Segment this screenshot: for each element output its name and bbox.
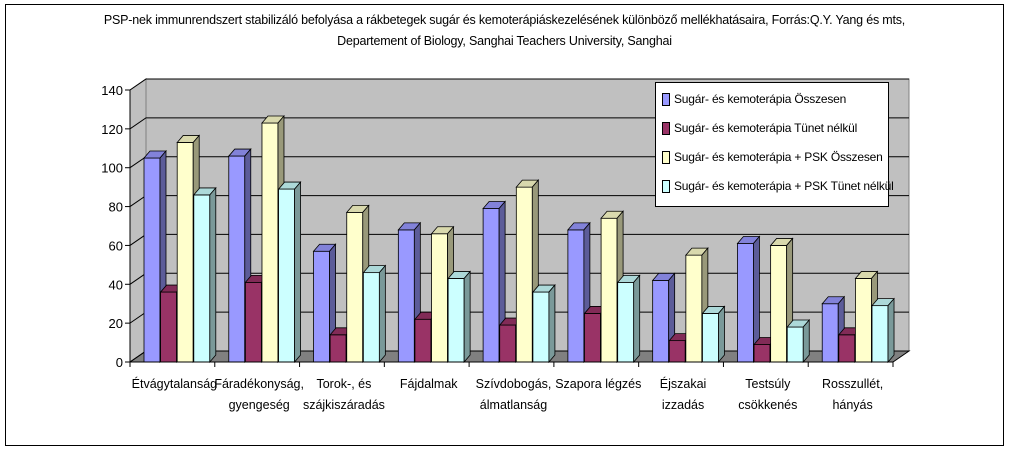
chart-title-line-2: Departement of Biology, Sanghai Teachers… [337, 34, 672, 48]
x-tick-label: szájkiszáradás [303, 398, 385, 412]
bar [652, 279, 670, 363]
legend-item: Sugár- és kemoterápia + PSK Összesen [662, 147, 883, 167]
bar [584, 313, 601, 363]
gridline [129, 117, 909, 130]
bar [871, 305, 889, 363]
y-tick-label: 100 [101, 161, 123, 176]
legend-swatch [662, 121, 670, 135]
bar [515, 186, 533, 363]
bar [346, 211, 364, 363]
bar [143, 157, 161, 363]
bar [414, 318, 432, 363]
bar [160, 291, 178, 363]
bar [786, 326, 804, 363]
legend-item: Sugár- és kemoterápia Tünet nélkül [662, 118, 857, 138]
legend-label: Sugár- és kemoterápia Tünet nélkül [674, 121, 858, 135]
bar [821, 303, 839, 363]
bar-side [548, 283, 556, 364]
legend-swatch [662, 150, 670, 164]
bar [244, 281, 262, 363]
x-tick-label: Fájdalmak [400, 377, 458, 391]
bar-side [463, 270, 471, 364]
legend-item: Sugár- és kemoterápia Összesen [662, 89, 846, 109]
x-tick-label: Éjszakai [660, 376, 707, 391]
x-tick-label: Rosszullét, [822, 377, 883, 391]
bar [193, 194, 211, 363]
bar-side [209, 186, 217, 364]
chart-legend: Sugár- és kemoterápia Összesen Sugár- és … [655, 82, 894, 207]
legend-item: Sugár- és kemoterápia + PSK Tünet nélkül [662, 176, 894, 196]
bar [770, 245, 788, 363]
y-tick-label: 60 [109, 238, 123, 253]
bar [362, 272, 380, 363]
bar [600, 217, 618, 363]
y-tick-label: 80 [109, 200, 123, 215]
bar-side [802, 318, 810, 364]
x-tick-label: hányás [832, 398, 872, 412]
y-tick-label: 20 [109, 316, 123, 331]
bar [737, 243, 754, 363]
bar-side [633, 274, 641, 364]
bar [431, 233, 448, 363]
y-tick-label: 140 [101, 83, 123, 98]
x-tick-label: álmatlanság [480, 398, 547, 412]
x-tick-label: Szapora légzés [555, 377, 641, 391]
legend-label: Sugár- és kemoterápia + PSK Összesen [674, 150, 883, 164]
bar [855, 278, 872, 363]
bar [397, 229, 415, 363]
x-tick-label: Étvágytalanság [132, 376, 218, 391]
x-tick-label: izzadás [662, 398, 704, 412]
x-tick-label: Testsúly [745, 377, 791, 391]
chart-title-line-1: PSP-nek immunrendszert stabilizáló befol… [103, 13, 906, 27]
bar [482, 208, 500, 363]
x-tick-label: gyengeség [229, 398, 290, 412]
bar [668, 340, 686, 363]
bar-side [718, 305, 725, 364]
bar [278, 188, 295, 363]
bar [532, 291, 550, 363]
gridline [129, 78, 909, 91]
bar [838, 334, 856, 363]
x-tick-label: Szívdobogás, [476, 377, 552, 391]
bar [228, 155, 246, 363]
y-tick-label: 0 [116, 355, 123, 370]
y-tick-label: 120 [101, 122, 123, 137]
chart-title: PSP-nek immunrendszert stabilizáló befol… [0, 10, 1009, 52]
x-tick-label: Fáradékonyság, [214, 377, 304, 391]
x-tick-label: Torok-, és [316, 377, 371, 391]
bar [329, 334, 347, 363]
bar-side [294, 181, 301, 364]
bar [313, 250, 330, 363]
bar [702, 313, 719, 363]
bar [499, 324, 517, 363]
bar [176, 142, 194, 363]
bar [685, 254, 703, 363]
legend-label: Sugár- és kemoterápia + PSK Tünet nélkül [674, 179, 894, 193]
bar [617, 281, 635, 363]
bar [753, 344, 771, 363]
legend-swatch [662, 92, 670, 106]
y-tick-label: 40 [109, 277, 123, 292]
bar [567, 229, 585, 363]
x-tick-label: csökkenés [738, 398, 797, 412]
bar-side [887, 297, 895, 364]
bar [447, 278, 465, 363]
legend-swatch [662, 179, 670, 193]
bar-side [378, 264, 386, 364]
bar [261, 122, 279, 363]
legend-label: Sugár- és kemoterápia Összesen [674, 92, 847, 106]
